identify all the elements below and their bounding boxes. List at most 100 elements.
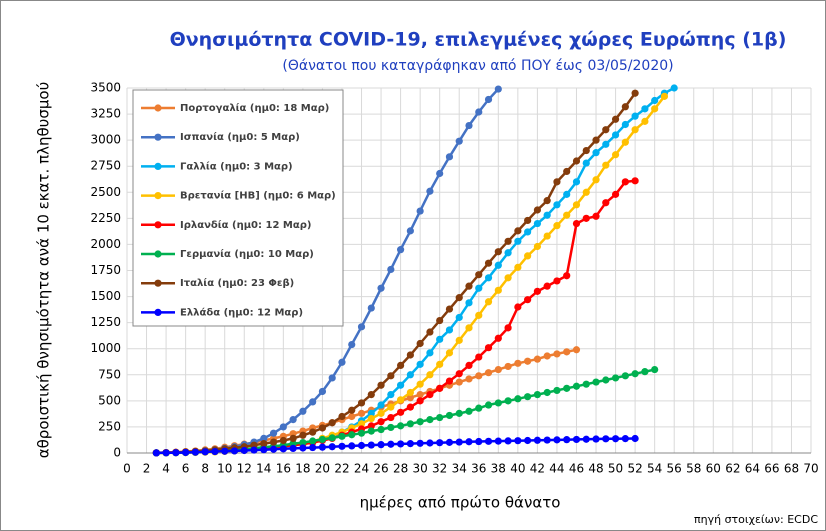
data-point [611,151,620,159]
data-point [543,232,551,240]
data-point [475,404,483,412]
data-point [543,352,551,360]
chart-subtitle: (Θάνατοι που καταγράφηκαν από ΠΟΥ έως 03… [282,58,673,74]
x-tick-label: 70 [803,462,818,476]
data-point [387,403,395,411]
data-point [465,407,473,415]
x-tick-label: 22 [334,462,349,476]
legend-label: Βρετανία [ΗΒ] (ημ0: 6 Μαρ) [180,190,336,202]
x-tick-label: 44 [549,462,564,476]
data-point [533,219,542,228]
data-point [221,447,229,455]
data-point [553,350,561,358]
data-point [377,425,385,434]
x-tick-label: 48 [588,462,603,476]
data-point [338,432,346,440]
data-point [592,136,600,144]
data-point [543,436,551,444]
x-tick-label: 2 [143,462,151,476]
data-point [514,303,522,311]
x-tick-label: 14 [256,462,271,476]
data-point [611,115,620,123]
y-tick-label: 2500 [90,185,121,199]
data-point [299,444,307,452]
data-point [211,447,219,456]
data-point [484,401,493,409]
data-point [416,380,424,388]
x-tick-label: 16 [276,462,291,476]
data-point [436,316,444,325]
data-point [494,261,502,269]
data-point [563,436,571,444]
data-point [621,178,629,186]
data-point [455,370,463,378]
data-point [289,434,297,442]
data-point [357,399,366,407]
x-tick-label: 68 [784,462,799,476]
data-point [152,449,160,457]
data-point [504,324,512,332]
data-point [475,372,483,380]
x-tick-label: 18 [295,462,310,476]
y-tick-label: 3250 [90,107,121,121]
data-point [553,201,561,209]
data-point [611,190,620,198]
data-point [504,249,512,257]
data-point [367,414,375,423]
data-point [377,401,385,409]
data-point [572,346,581,354]
data-point [611,131,620,139]
data-point [328,419,336,427]
data-point [553,178,561,186]
data-point [572,435,581,444]
data-point [514,437,522,445]
data-point [387,440,395,448]
x-tick-label: 52 [627,462,642,476]
data-point [514,263,522,271]
data-point [592,176,600,184]
data-point [162,449,170,457]
data-point [377,381,385,389]
legend-marker [154,133,162,141]
data-point [250,446,258,454]
data-point [621,120,629,129]
y-tick-label: 1000 [90,341,121,355]
data-point [260,446,268,454]
data-point [377,418,385,426]
data-point [611,374,620,382]
data-point [348,340,356,349]
data-point [416,339,424,348]
legend-marker [154,250,162,258]
data-point [621,435,629,443]
data-point [641,105,649,113]
data-point [563,190,571,198]
data-point [465,361,473,369]
x-tick-label: 66 [764,462,779,476]
x-tick-label: 40 [510,462,525,476]
x-tick-label: 12 [237,462,252,476]
x-tick-label: 34 [452,462,467,476]
y-tick-label: 3000 [90,133,121,147]
data-point [260,440,268,448]
data-point [543,211,551,219]
y-tick-label: 3500 [90,81,121,95]
data-point [592,212,600,220]
legend-marker [154,308,162,316]
data-point [465,282,473,290]
data-point [397,246,405,254]
data-point [338,412,346,421]
legend-label: Γερμανία (ημ0: 10 Μαρ) [180,248,314,260]
data-point [328,434,336,442]
data-point [348,431,356,439]
data-point [533,242,542,251]
x-tick-label: 50 [608,462,623,476]
data-point [348,412,356,421]
y-tick-label: 2000 [90,237,121,251]
data-point [436,413,444,422]
data-point [445,411,454,420]
data-point [367,422,375,430]
data-point [533,391,542,399]
data-point [436,360,444,368]
data-point [572,382,581,390]
